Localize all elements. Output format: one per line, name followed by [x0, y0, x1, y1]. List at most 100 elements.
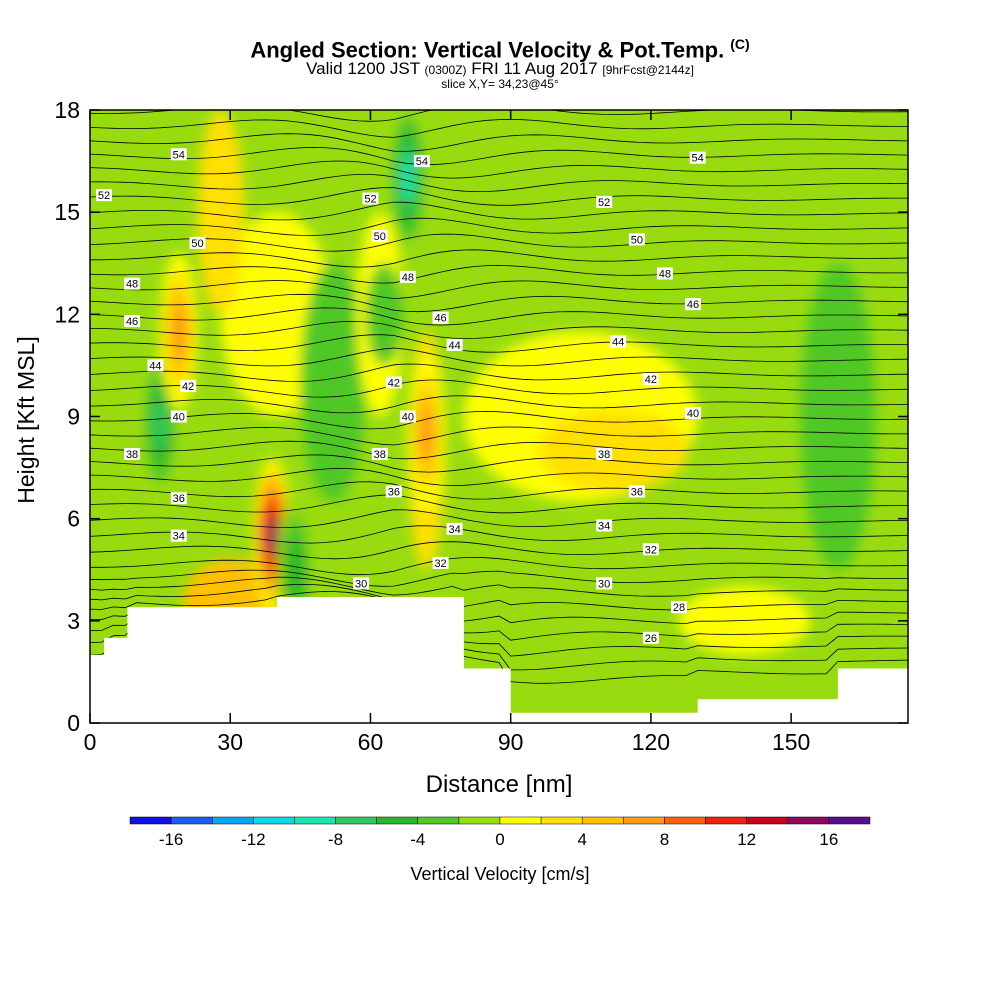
colorbar-swatch [705, 816, 747, 825]
isentrope-label: 30 [353, 577, 370, 590]
isentrope-label: 52 [596, 195, 613, 209]
colorbar-swatch [623, 816, 665, 825]
updraft-core [171, 305, 186, 357]
chart-title: Angled Section: Vertical Velocity & Pot.… [0, 36, 1000, 63]
isentrope-label: 38 [596, 447, 613, 461]
isentrope-label: 40 [170, 410, 187, 424]
velocity-patch [538, 409, 689, 492]
isentrope-label: 34 [446, 522, 463, 536]
slice-label: slice X,Y= 34,23@45° [441, 77, 559, 91]
isentrope-label: 52 [96, 189, 113, 202]
isentrope-line [90, 494, 908, 514]
isentrope-label: 50 [628, 233, 645, 246]
chart-subtitle: Valid 1200 JST (0300Z) FRI 11 Aug 2017 [… [0, 60, 1000, 79]
isentrope-line [90, 454, 908, 473]
chart-title-units: (C) [730, 36, 750, 52]
isentrope-line [90, 379, 908, 398]
velocity-patch [197, 110, 245, 315]
downdraft-core [153, 397, 168, 449]
colorbar-swatch [664, 816, 706, 825]
x-tick-label: 30 [217, 729, 243, 755]
isentrope-label: 52 [362, 192, 379, 206]
isentrope-label-text: 36 [173, 493, 185, 505]
isentrope-label: 44 [446, 338, 463, 352]
isentrope-label: 30 [596, 577, 613, 590]
isentrope-label: 38 [124, 447, 141, 461]
isentrope-label-text: 46 [434, 313, 446, 325]
x-tick-label: 60 [358, 729, 384, 755]
y-tick-label: 3 [67, 608, 80, 634]
isentrope-line [90, 347, 908, 367]
isentrope-label-text: 32 [434, 558, 446, 570]
isentrope-label-text: 32 [645, 544, 657, 556]
isentrope-label-text: 42 [388, 377, 400, 389]
colorbar-swatch [499, 816, 542, 825]
isentrope-label-text: 44 [149, 360, 161, 372]
isentrope-label-text: 40 [173, 412, 185, 424]
plot-area: 54 52 50 48 46 44 42 40 38 36 34 30 54 52 50 48 46 44 42 40… [90, 110, 908, 723]
x-axis-label: Distance [nm] [426, 771, 573, 798]
colorbar-tick-label: 12 [737, 830, 756, 849]
isentrope-label: 40 [399, 410, 416, 424]
isentrope-line [90, 525, 908, 544]
y-tick-label: 18 [54, 97, 80, 123]
colorbar-swatch [458, 816, 501, 825]
isentrope-line [90, 576, 908, 597]
y-tick-label: 6 [67, 506, 80, 532]
chart-title-text: Angled Section: Vertical Velocity & Pot.… [250, 37, 725, 63]
isentrope-line [90, 556, 908, 576]
isentrope-line [90, 187, 908, 206]
isentrope-line [90, 410, 908, 430]
isentrope-label-text: 50 [374, 231, 386, 243]
x-tick-label: 90 [498, 729, 524, 755]
isentrope-label: 32 [432, 556, 449, 570]
updraft-core [267, 518, 278, 553]
isentrope-label-text: 44 [612, 337, 624, 349]
isentrope-line [90, 395, 908, 414]
isentrope-label-text: 54 [692, 153, 704, 165]
isentrope-line [90, 426, 908, 446]
isentrope-line [90, 334, 908, 353]
isentrope-label: 46 [684, 298, 701, 311]
isentrope-label: 34 [170, 529, 187, 543]
isentrope-line [90, 569, 908, 587]
isentrope-label: 34 [596, 519, 613, 532]
colorbar-swatch [170, 816, 213, 825]
velocity-patch [365, 263, 404, 366]
isentrope-label-text: 54 [173, 149, 185, 161]
isentrope-label: 48 [399, 270, 416, 284]
isentrope-line [90, 174, 908, 193]
isentrope-label-text: 36 [631, 486, 643, 498]
isentrope-label: 36 [628, 485, 645, 498]
isentrope-line [90, 481, 908, 500]
colorbar-tick-label: -4 [410, 830, 425, 849]
isentrope-label-text: 50 [191, 238, 203, 250]
isentrope-line [90, 509, 908, 528]
isentrope-label: 44 [610, 335, 627, 349]
colorbar-tick-label: 4 [577, 830, 586, 849]
isentrope-label: 42 [642, 373, 659, 386]
isentrope-label-text: 34 [173, 531, 185, 543]
isentrope-label: 46 [432, 311, 449, 325]
isentrope-label: 54 [413, 155, 430, 168]
isentrope-label-text: 40 [402, 412, 414, 424]
isentrope-label-text: 48 [126, 279, 138, 291]
y-axis-label: Height [Kft MSL] [13, 336, 39, 503]
isentrope-line [90, 541, 908, 560]
colorbar-tick-label: -8 [328, 830, 343, 849]
isentrope-line [90, 201, 908, 221]
isentrope-line [90, 249, 908, 268]
terrain [90, 597, 908, 723]
colorbar-swatch [129, 816, 172, 825]
isentrope-label: 46 [124, 315, 141, 328]
isentrope-label-text: 48 [659, 268, 671, 280]
y-tick-label: 9 [67, 404, 80, 430]
colorbar-swatch [376, 816, 419, 825]
isentrope-label: 40 [684, 407, 701, 420]
y-tick-label: 12 [54, 301, 80, 327]
isentrope-label-text: 52 [98, 190, 110, 202]
colorbar-tick-label: -16 [159, 830, 184, 849]
subtitle-date: FRI 11 Aug 2017 [471, 59, 598, 78]
